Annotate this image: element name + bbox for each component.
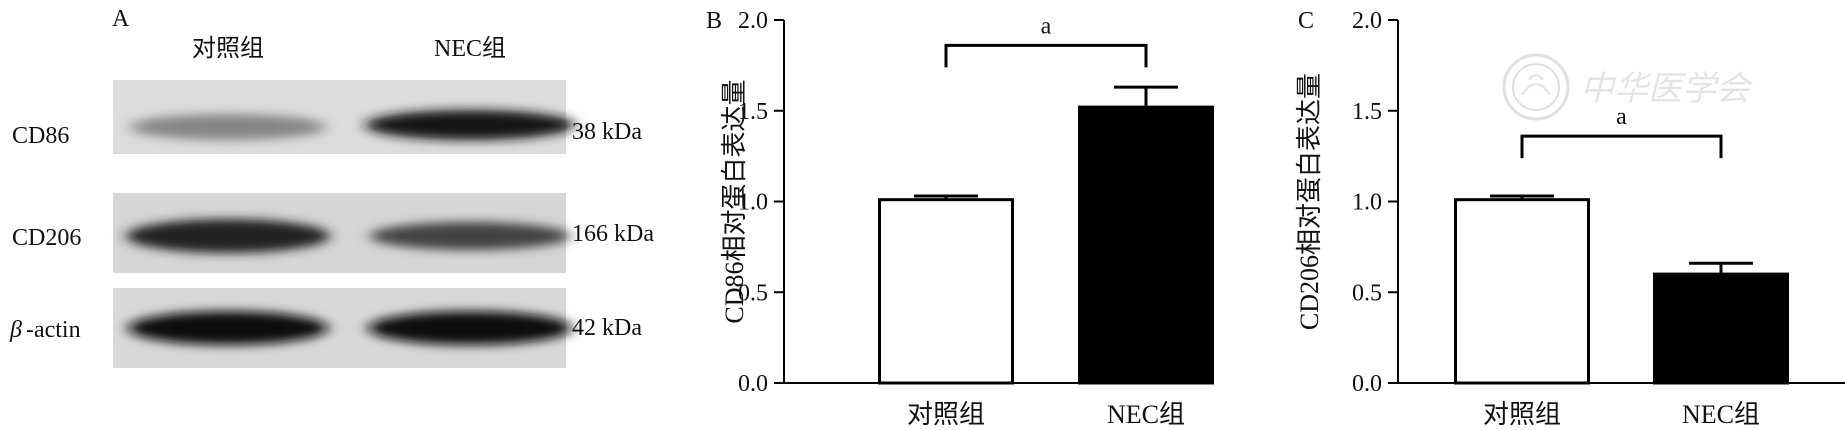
protein-label-beta-actin: β -actin xyxy=(9,317,81,343)
bars-b xyxy=(878,85,1214,385)
significance-b: a xyxy=(944,13,1148,68)
blot-band-actin-nec xyxy=(368,311,572,345)
mw-label-cd86: 38 kDa xyxy=(572,119,642,145)
blot-band-cd86-control xyxy=(130,114,326,140)
western-blot-panel: A 对照组 NEC组 CD86 38 kDa CD206 166 kDa β -a… xyxy=(9,6,654,368)
y-tick-label-c: 1.5 xyxy=(1352,99,1382,125)
blot-column-label-control: 对照组 xyxy=(192,35,264,62)
bars-c xyxy=(1454,194,1789,385)
y-tick-label-b: 1.5 xyxy=(738,99,768,125)
bar-c-nec xyxy=(1653,272,1789,385)
bar-b-control xyxy=(878,198,1014,385)
blot-column-label-nec: NEC组 xyxy=(434,35,506,62)
significance-c: a xyxy=(1520,104,1723,159)
protein-label-cd86: CD86 xyxy=(12,123,69,149)
y-axis-label-b: CD86相对蛋白表达量 xyxy=(720,79,749,323)
panel-c-letter: C xyxy=(1298,8,1314,34)
y-axis-label-c: CD206相对蛋白表达量 xyxy=(1295,73,1324,330)
panel-a-letter: A xyxy=(112,6,130,32)
significance-label-b: a xyxy=(1041,13,1052,39)
mw-label-cd206: 166 kDa xyxy=(572,221,654,247)
x-category-label-c: 对照组 xyxy=(1483,400,1561,429)
blot-band-actin-control xyxy=(128,311,328,345)
significance-bracket-c xyxy=(1520,134,1723,159)
watermark-logo: 中华医学会 xyxy=(1502,53,1754,121)
protein-label-cd206: CD206 xyxy=(12,225,81,251)
significance-bracket-b xyxy=(944,43,1148,68)
blot-band-cd206-nec xyxy=(370,222,570,250)
y-tick-label-b: 2.0 xyxy=(738,8,768,34)
y-tick-label-b: 1.0 xyxy=(738,190,768,216)
watermark-text: 中华医学会 xyxy=(1580,69,1754,109)
y-tick-label-b: 0.0 xyxy=(738,371,768,397)
bar-b-nec xyxy=(1078,105,1214,385)
y-axis-ticks-b: 0.0 0.5 1.0 1.5 2.0 xyxy=(738,8,784,397)
y-axis-ticks-c: 0.0 0.5 1.0 1.5 2.0 xyxy=(1352,8,1398,397)
category-labels-b: 对照组 NEC组 xyxy=(907,400,1185,429)
y-tick-label-b: 0.5 xyxy=(738,280,768,306)
category-labels-c: 对照组 NEC组 xyxy=(1483,400,1760,429)
y-tick-label-c: 0.5 xyxy=(1352,280,1382,306)
blot-band-cd86-nec xyxy=(365,110,575,140)
significance-label-c: a xyxy=(1616,104,1627,130)
bar-chart-cd206: C 0.0 0.5 1.0 1.5 2.0 CD206相对蛋白表达量 a 对照组 NEC组 xyxy=(1295,8,1845,429)
bar-c-control xyxy=(1454,198,1590,385)
y-tick-label-c: 0.0 xyxy=(1352,371,1382,397)
y-tick-label-c: 1.0 xyxy=(1352,190,1382,216)
actin-label: -actin xyxy=(26,317,81,343)
mw-label-beta-actin: 42 kDa xyxy=(572,315,642,341)
x-category-label-b: 对照组 xyxy=(907,400,985,429)
panel-b-letter: B xyxy=(706,8,722,34)
x-category-label-b: NEC组 xyxy=(1107,400,1185,429)
beta-symbol: β xyxy=(9,317,22,343)
bar-chart-cd86: B 0.0 0.5 1.0 1.5 2.0 CD86相对蛋白表达量 a 对照组 NEC组 xyxy=(706,8,1214,429)
y-tick-label-c: 2.0 xyxy=(1352,8,1382,34)
x-category-label-c: NEC组 xyxy=(1682,400,1760,429)
blot-band-cd206-control xyxy=(126,219,330,253)
